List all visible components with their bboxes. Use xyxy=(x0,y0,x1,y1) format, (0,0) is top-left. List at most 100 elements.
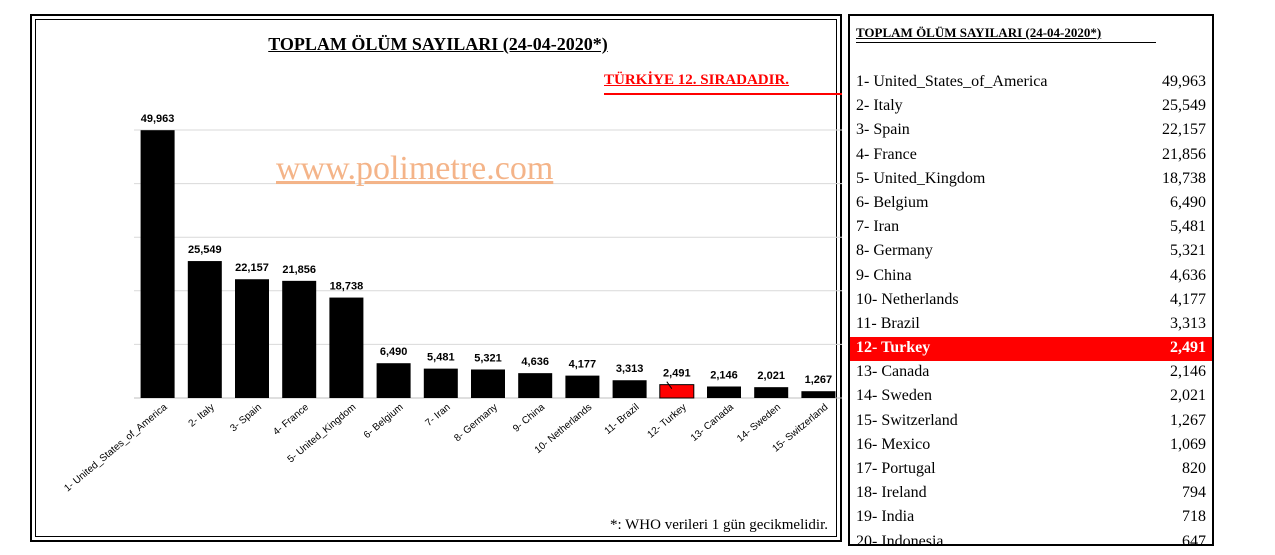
table-row: 3- Spain 22,157 xyxy=(850,119,1212,143)
table-row-value: 1,267 xyxy=(1170,411,1206,429)
table-row: 2- Italy 25,549 xyxy=(850,95,1212,119)
table-row-name: 6- Belgium xyxy=(856,193,929,211)
bar-12 xyxy=(659,384,695,399)
table-row-name: 12- Turkey xyxy=(856,339,931,357)
bar-5 xyxy=(329,297,364,398)
bar-14 xyxy=(754,387,789,398)
table-row-name: 1- United_States_of_America xyxy=(856,73,1048,90)
table-row-name: 18- Ireland xyxy=(856,484,927,502)
table-row: 14- Sweden 2,021 xyxy=(850,385,1212,409)
data-label-10: 4,177 xyxy=(569,359,597,371)
bar-3 xyxy=(235,279,269,398)
table-row-name: 14- Sweden xyxy=(856,387,932,405)
table-row-name: 10- Netherlands xyxy=(856,290,959,308)
table-row-name: 15- Switzerland xyxy=(856,411,958,429)
data-label-9: 4,636 xyxy=(521,356,549,368)
table-row-value: 3,313 xyxy=(1170,314,1206,332)
watermark: www.polimetre.com xyxy=(276,150,554,187)
table-row-name: 2- Italy xyxy=(856,97,903,115)
data-label-11: 3,313 xyxy=(616,363,644,375)
x-tick-label-2: 2- Italy xyxy=(187,402,217,430)
table-row-name: 11- Brazil xyxy=(856,314,920,332)
table-row-name: 9- China xyxy=(856,266,912,284)
table-row-value: 49,963 xyxy=(1162,73,1206,90)
table-row-name: 3- Spain xyxy=(856,121,910,139)
table-row-value: 21,856 xyxy=(1162,145,1206,163)
bar-13 xyxy=(707,386,741,398)
chart-panel: 49,963 1- United_States_of_America 25,549 2… xyxy=(30,14,842,542)
bar-2 xyxy=(187,261,222,398)
bar-10 xyxy=(565,375,600,398)
bar-11 xyxy=(612,380,647,398)
data-label-12: 2,491 xyxy=(663,368,691,380)
table-row-value: 4,177 xyxy=(1170,290,1206,308)
bar-4 xyxy=(282,280,317,398)
bar-6 xyxy=(376,363,411,398)
bar-7 xyxy=(423,368,458,398)
table-row-value: 4,636 xyxy=(1170,266,1206,284)
data-label-5: 18,738 xyxy=(330,281,364,293)
table-row-value: 820 xyxy=(1182,460,1206,477)
table-row-name: 20- Indonesia xyxy=(856,532,944,550)
x-tick-label-8: 8- Germany xyxy=(452,402,500,444)
table-row: 11- Brazil 3,313 xyxy=(850,313,1212,337)
table-row-value: 25,549 xyxy=(1162,97,1206,115)
data-label-6: 6,490 xyxy=(380,346,408,358)
x-tick-label-14: 14- Sweden xyxy=(735,402,783,445)
x-tick-label-4: 4- France xyxy=(271,402,311,438)
table-row-name: 5- United_Kingdom xyxy=(856,169,986,187)
table-row-name: 13- Canada xyxy=(856,363,930,381)
table-row-value: 22,157 xyxy=(1162,121,1206,139)
ranking-table: 1- United_States_of_America 49,963 2- Ital… xyxy=(850,71,1212,555)
table-row-name: 19- India xyxy=(856,508,915,526)
x-tick-label-12: 12- Turkey xyxy=(645,402,688,441)
table-title: TOPLAM ÖLÜM SAYILARI (24-04-2020*) xyxy=(856,25,1102,40)
table-row: 12- Turkey 2,491 xyxy=(850,337,1212,362)
rank-note-underline xyxy=(604,93,842,95)
table-row: 19- India 718 xyxy=(850,506,1212,530)
table-row-value: 5,321 xyxy=(1170,242,1206,260)
table-row: 8- Germany 5,321 xyxy=(850,240,1212,264)
table-row: 9- China 4,636 xyxy=(850,265,1212,289)
table-row-name: 16- Mexico xyxy=(856,435,931,453)
bar-1 xyxy=(140,130,175,399)
table-row-name: 8- Germany xyxy=(856,242,933,260)
table-row: 13- Canada 2,146 xyxy=(850,361,1212,385)
table-row: 10- Netherlands 4,177 xyxy=(850,289,1212,313)
chart-inner-border xyxy=(35,19,837,537)
chart-title: TOPLAM ÖLÜM SAYILARI (24-04-2020*) xyxy=(268,34,608,54)
footnote: *: WHO verileri 1 gün gecikmelidir. xyxy=(609,517,828,533)
data-label-7: 5,481 xyxy=(427,352,455,364)
x-tick-label-7: 7- Iran xyxy=(424,402,453,429)
table-row-name: 7- Iran xyxy=(856,218,900,236)
bar-9 xyxy=(518,373,553,398)
rank-note: TÜRKİYE 12. SIRADADIR. xyxy=(604,72,790,88)
bar-15 xyxy=(801,391,836,398)
data-label-15: 1,267 xyxy=(805,374,833,386)
table-row-value: 18,738 xyxy=(1162,169,1206,187)
data-label-2: 25,549 xyxy=(188,244,222,256)
data-label-1: 49,963 xyxy=(141,113,175,125)
data-label-3: 22,157 xyxy=(235,262,269,274)
ranking-table-panel: TOPLAM ÖLÜM SAYILARI (24-04-2020*) 1- Un… xyxy=(848,14,1214,550)
x-tick-label-6: 6- Belgium xyxy=(362,402,406,441)
table-row-value: 2,491 xyxy=(1170,339,1206,357)
table-row: 18- Ireland 794 xyxy=(850,482,1212,506)
table-row-value: 647 xyxy=(1182,532,1206,550)
table-row-value: 2,146 xyxy=(1170,363,1206,381)
table-row: 1- United_States_of_America 49,963 xyxy=(850,71,1212,95)
table-row: 15- Switzerland 1,267 xyxy=(850,410,1212,434)
table-row-name: 4- France xyxy=(856,145,917,163)
table-row-value: 2,021 xyxy=(1170,387,1206,405)
table-row: 16- Mexico 1,069 xyxy=(850,434,1212,458)
table-row: 17- Portugal 820 xyxy=(850,458,1212,482)
data-label-14: 2,021 xyxy=(757,370,785,382)
x-tick-label-3: 3- Spain xyxy=(228,402,264,434)
table-row: 4- France 21,856 xyxy=(850,144,1212,168)
table-row: 5- United_Kingdom 18,738 xyxy=(850,168,1212,192)
bar-8 xyxy=(471,369,505,398)
table-row-value: 718 xyxy=(1182,508,1206,526)
bar-chart: 49,963 1- United_States_of_America 25,549 2… xyxy=(62,113,842,494)
table-row-name: 17- Portugal xyxy=(856,460,936,477)
table-row-value: 1,069 xyxy=(1170,435,1206,453)
